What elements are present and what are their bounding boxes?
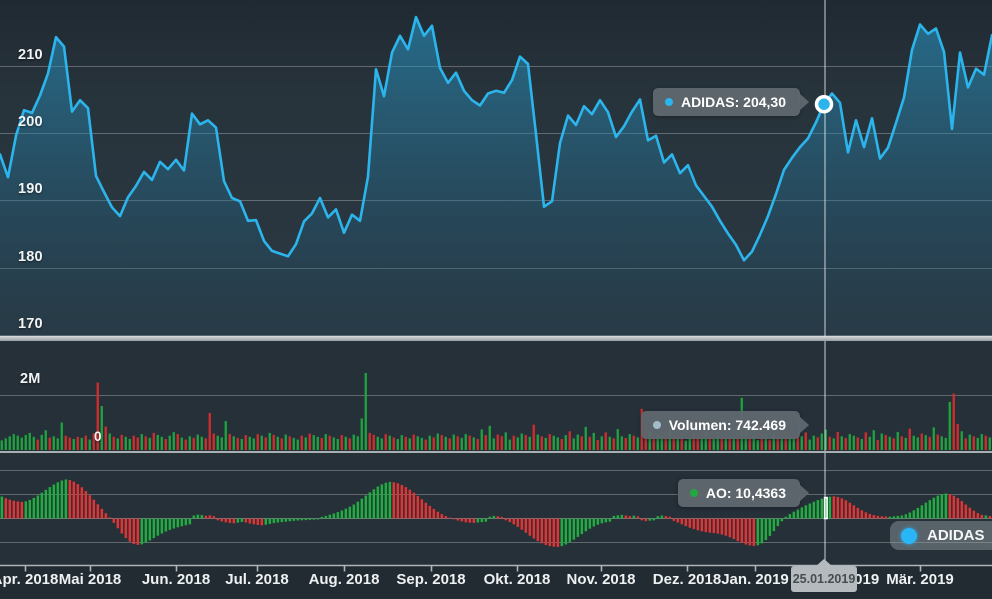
x-axis-label: Nov. 2018 bbox=[566, 571, 636, 588]
volume-axis-label-2m: 2M bbox=[20, 371, 41, 387]
price-tooltip: ADIDAS: 204,30 bbox=[652, 88, 810, 116]
crosshair-date-label: 25.01.2019 bbox=[791, 559, 857, 592]
price-axis-tick-label: 200 bbox=[18, 114, 43, 130]
price-tooltip-text: ADIDAS: 204,30 bbox=[680, 94, 786, 110]
legend-series-dot-icon bbox=[901, 527, 917, 544]
price-axis-tick-label: 210 bbox=[18, 47, 43, 63]
ao-bars bbox=[0, 479, 992, 547]
panel-splitter-price-volume[interactable] bbox=[0, 336, 992, 341]
volume-bars bbox=[0, 373, 991, 451]
x-axis-label: Dez. 2018 bbox=[652, 571, 722, 588]
legend-label: ADIDAS bbox=[927, 527, 985, 544]
price-series bbox=[0, 15, 992, 336]
x-axis-label: Jan. 2019 bbox=[721, 571, 789, 588]
x-axis-label: Sep. 2018 bbox=[396, 571, 466, 588]
volume-axis-label-0: 0 bbox=[94, 429, 102, 444]
price-crosshair-marker bbox=[814, 94, 834, 114]
x-axis-label: Jul. 2018 bbox=[225, 571, 289, 588]
panel-splitter-volume-ao[interactable] bbox=[0, 451, 992, 453]
x-axis-label: Mär. 2019 bbox=[886, 571, 954, 588]
crosshair bbox=[814, 0, 834, 565]
legend-badge[interactable]: ADIDAS bbox=[890, 521, 992, 550]
price-axis-tick-label: 180 bbox=[18, 249, 43, 265]
x-axis-label: Mai 2018 bbox=[58, 571, 122, 588]
ao-tooltip-text: AO: 10,4363 bbox=[705, 485, 786, 501]
price-series-dot-icon bbox=[664, 98, 673, 106]
volume-tooltip-text: Volumen: 742.469 bbox=[668, 417, 786, 433]
ao-tooltip: AO: 10,4363 bbox=[677, 479, 810, 507]
x-axis-label: Okt. 2018 bbox=[483, 571, 551, 588]
x-axis-label: Apr. 2018 bbox=[0, 571, 59, 588]
price-axis-tick-label: 190 bbox=[18, 181, 43, 197]
volume-series-dot-icon bbox=[652, 421, 661, 429]
ao-series-dot-icon bbox=[689, 489, 698, 497]
x-axis-label: Aug. 2018 bbox=[308, 571, 380, 588]
volume-tooltip: Volumen: 742.469 bbox=[640, 411, 810, 439]
price-axis-tick-label: 170 bbox=[18, 316, 43, 332]
x-axis-label: Jun. 2018 bbox=[141, 571, 211, 588]
